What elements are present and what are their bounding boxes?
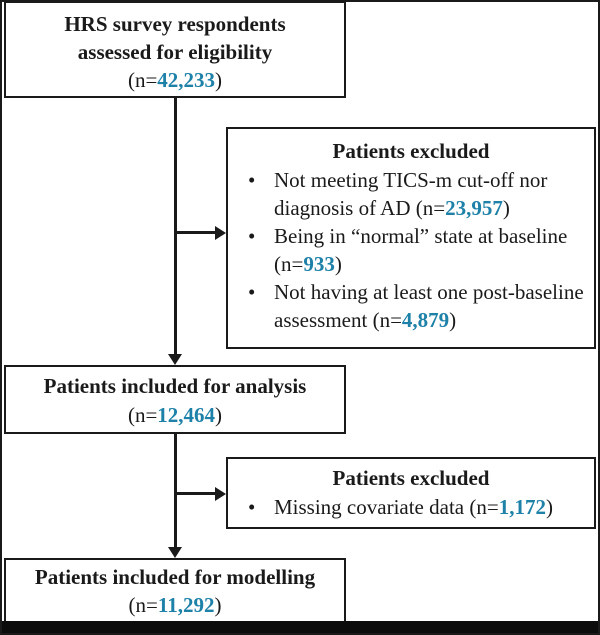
list-item: • Not having at least one post-baseline … bbox=[242, 278, 594, 334]
list-item: • Not meeting TICS-m cut-off nor diagnos… bbox=[242, 166, 594, 222]
box-excluded-first: Patients excluded • Not meeting TICS-m c… bbox=[226, 127, 596, 349]
n-prefix: (n= bbox=[127, 403, 158, 427]
arrowhead-down-2 bbox=[168, 547, 182, 558]
excluded-first-bullet-1: Not meeting TICS-m cut-off nor diagnosis… bbox=[274, 168, 548, 220]
box-excluded-second: Patients excluded • Missing covariate da… bbox=[226, 457, 596, 529]
excluded-first-title: Patients excluded bbox=[332, 139, 490, 163]
excluded-first-bullet-2: Being in “normal” state at baseline (n=9… bbox=[274, 224, 568, 276]
n-value: 1,172 bbox=[498, 495, 546, 519]
analysis-title: Patients included for analysis bbox=[43, 374, 307, 398]
box-analysis: Patients included for analysis (n=12,464… bbox=[4, 365, 346, 434]
bullet-icon: • bbox=[248, 280, 256, 304]
n-value: 23,957 bbox=[445, 196, 503, 220]
connector-vertical-2 bbox=[174, 434, 177, 548]
list-item: • Being in “normal” state at baseline (n… bbox=[242, 222, 594, 278]
bullet-icon: • bbox=[248, 495, 256, 519]
connector-vertical-1 bbox=[174, 97, 177, 355]
bullet-icon: • bbox=[248, 224, 256, 248]
excluded-second-list: • Missing covariate data (n=1,172) bbox=[228, 493, 594, 521]
n-value: 42,233 bbox=[157, 68, 216, 92]
bottom-bar bbox=[2, 621, 598, 633]
modelling-title: Patients included for modelling bbox=[34, 565, 316, 589]
n-prefix: (n= bbox=[128, 593, 158, 617]
analysis-n-line: (n=12,464) bbox=[6, 401, 344, 430]
arrowhead-down-1 bbox=[168, 354, 182, 365]
bullet-icon: • bbox=[248, 168, 256, 192]
connector-horizontal-1 bbox=[175, 231, 217, 234]
box-eligibility: HRS survey respondents assessed for elig… bbox=[4, 2, 346, 98]
arrowhead-right-2 bbox=[215, 486, 226, 501]
excluded-second-title: Patients excluded bbox=[332, 466, 490, 490]
list-item: • Missing covariate data (n=1,172) bbox=[242, 493, 594, 521]
n-suffix: ) bbox=[215, 68, 223, 92]
n-value: 12,464 bbox=[157, 403, 216, 427]
n-prefix: (n= bbox=[127, 68, 158, 92]
connector-horizontal-2 bbox=[175, 492, 217, 495]
n-value: 11,292 bbox=[157, 593, 215, 617]
excluded-second-bullet-1: Missing covariate data (n=1,172) bbox=[274, 495, 553, 519]
arrowhead-right-1 bbox=[215, 225, 226, 240]
excluded-first-list: • Not meeting TICS-m cut-off nor diagnos… bbox=[228, 166, 594, 334]
eligibility-title-line2: assessed for eligibility bbox=[77, 40, 273, 64]
n-suffix: ) bbox=[215, 403, 223, 427]
n-value: 933 bbox=[303, 252, 335, 276]
eligibility-title-line1: HRS survey respondents bbox=[64, 12, 286, 36]
box-modelling: Patients included for modelling (n=11,29… bbox=[4, 558, 346, 623]
n-suffix: ) bbox=[214, 593, 222, 617]
modelling-n-line: (n=11,292) bbox=[6, 591, 344, 619]
excluded-first-bullet-3: Not having at least one post-baseline as… bbox=[274, 280, 584, 332]
n-value: 4,879 bbox=[401, 308, 450, 332]
eligibility-n-line: (n=42,233) bbox=[6, 66, 344, 94]
